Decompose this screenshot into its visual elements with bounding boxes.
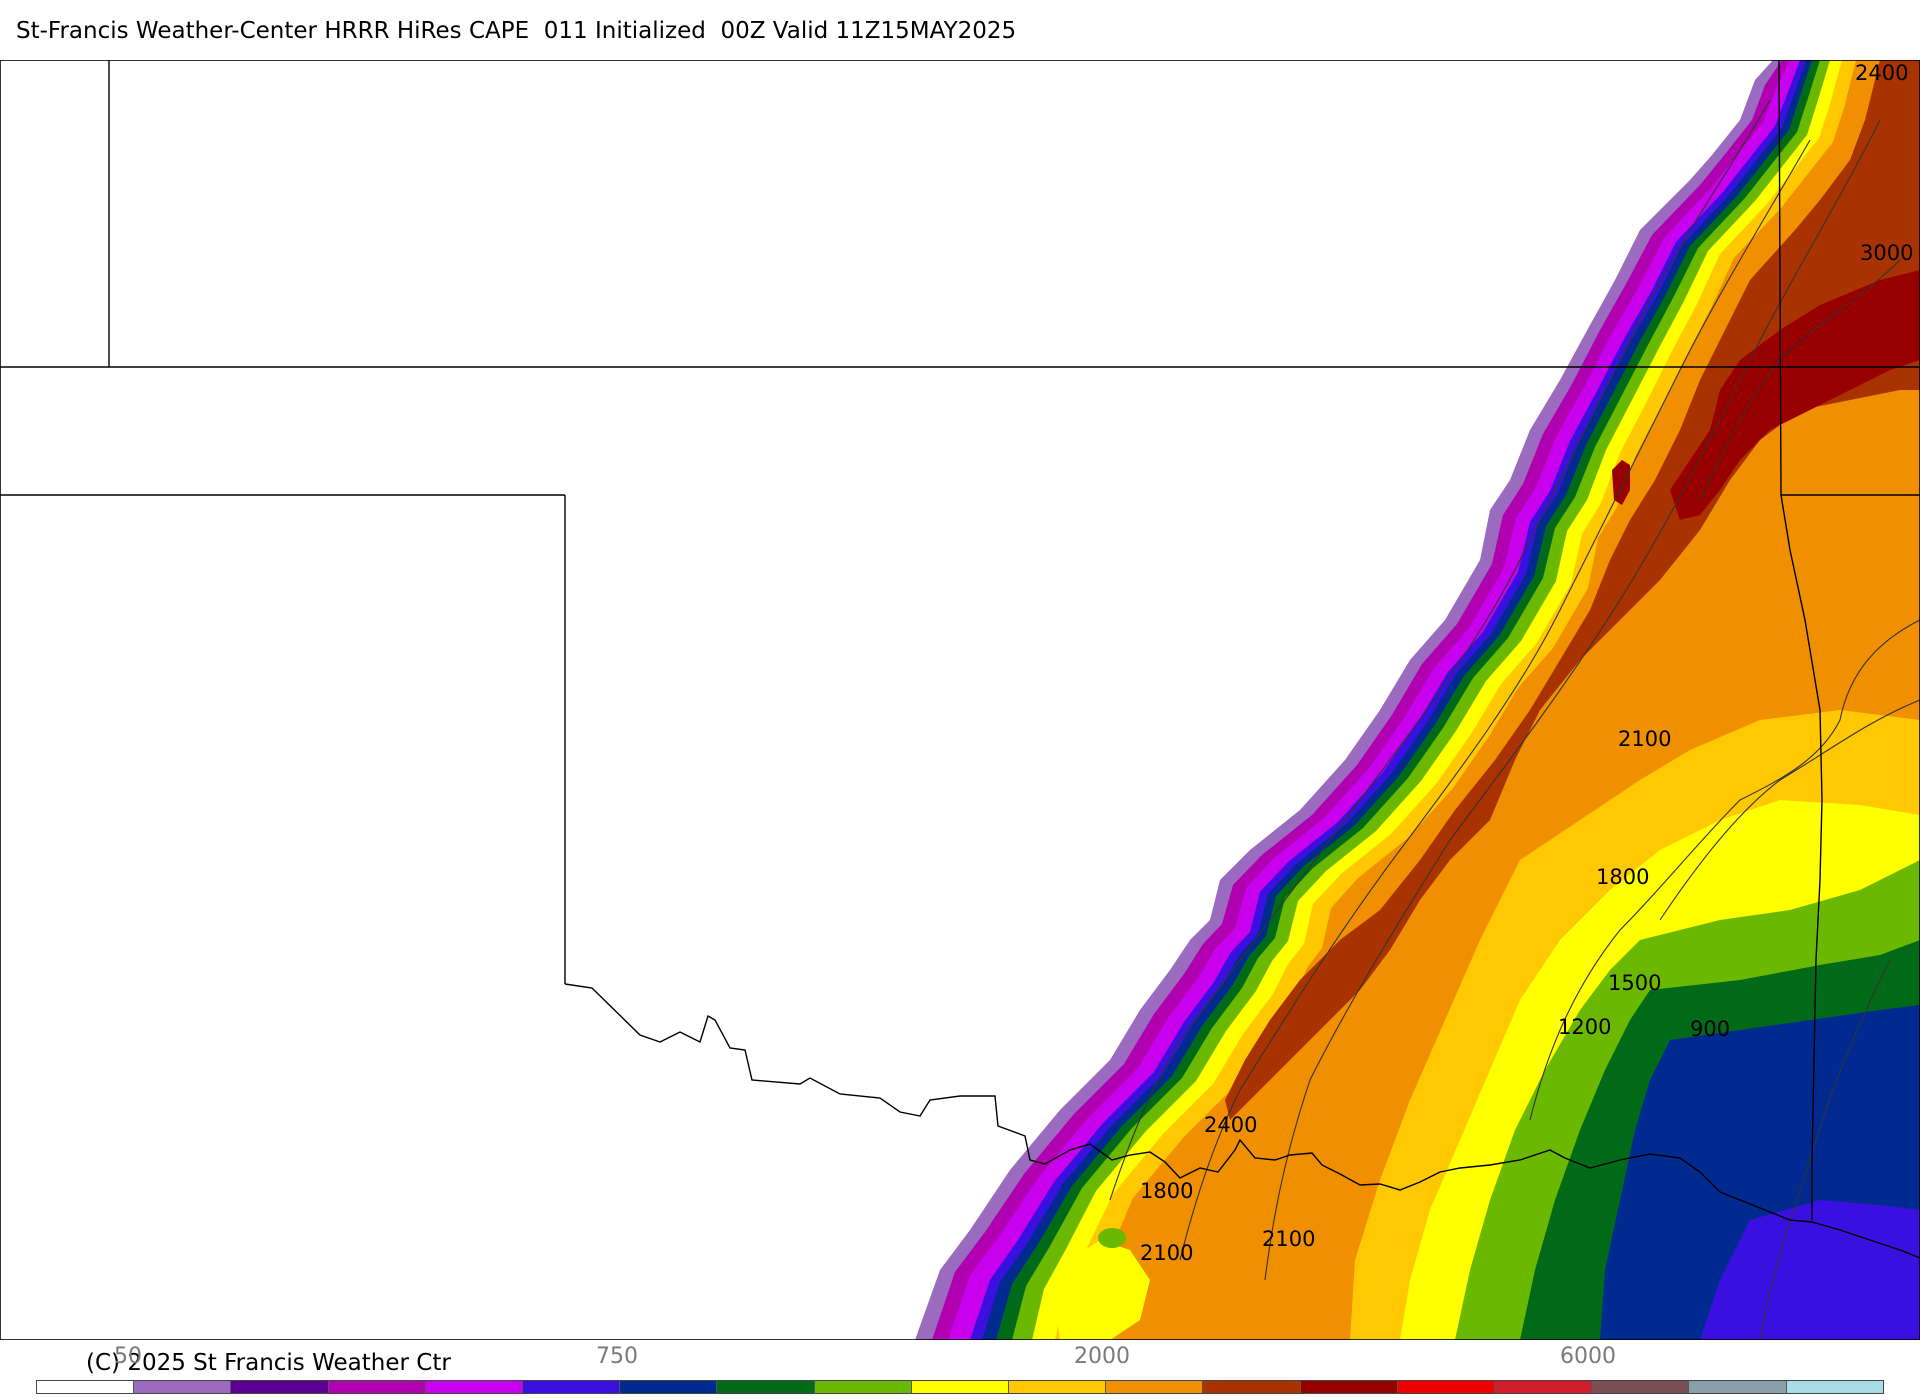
state-borders — [0, 60, 1920, 1340]
contour-label-900: 900 — [1690, 1017, 1730, 1041]
colorbar-swatch — [620, 1381, 718, 1393]
colorbar-swatch — [37, 1381, 135, 1393]
colorbar-swatch — [231, 1381, 329, 1393]
colorbar-tick-50: 50 — [114, 1344, 142, 1369]
colorbar-swatch — [1495, 1381, 1593, 1393]
contour-label-2100-sw: 2100 — [1140, 1241, 1193, 1265]
cape-band-maroon — [1670, 270, 1920, 520]
contour-label-2100-s: 2100 — [1262, 1227, 1315, 1251]
colorbar-swatch — [1203, 1381, 1301, 1393]
colorbar-tick-750: 750 — [596, 1344, 638, 1369]
colorbar-tick-2000: 2000 — [1074, 1344, 1130, 1369]
colorbar-swatch — [717, 1381, 815, 1393]
cape-blob-yellow — [1055, 1240, 1150, 1340]
colorbar-swatch — [1106, 1381, 1204, 1393]
colorbar-swatch — [425, 1381, 524, 1393]
contour-label-1800-e: 1800 — [1596, 865, 1649, 889]
cape-band-blue-se — [1700, 1200, 1920, 1340]
colorbar-swatch — [134, 1381, 232, 1393]
colorbar-swatch — [1786, 1381, 1883, 1393]
contour-lines — [1109, 99, 1920, 1340]
colorbar-swatch — [911, 1381, 1010, 1393]
contour-label-1500: 1500 — [1608, 971, 1661, 995]
colorbar-swatch — [814, 1381, 912, 1393]
colorbar-swatch — [1009, 1381, 1107, 1393]
contour-label-2400-ne: 2400 — [1855, 61, 1908, 85]
colorbar-swatch — [1689, 1381, 1787, 1393]
cape-colorbar — [36, 1380, 1884, 1394]
contour-label-1200: 1200 — [1558, 1015, 1611, 1039]
contour-label-2400-s: 2400 — [1204, 1113, 1257, 1137]
colorbar-swatch — [1592, 1381, 1690, 1393]
colorbar-swatch — [523, 1381, 621, 1393]
map-title: St-Francis Weather-Center HRRR HiRes CAP… — [16, 18, 1017, 44]
contour-label-1800-sw: 1800 — [1140, 1179, 1193, 1203]
colorbar-swatch — [1300, 1381, 1398, 1393]
cape-map: 2400 3000 2100 1800 1500 1200 900 2400 1… — [0, 60, 1920, 1340]
cape-blob-green — [1098, 1228, 1126, 1248]
contour-label-3000: 3000 — [1860, 241, 1913, 265]
cape-band-maroon-small — [1612, 460, 1630, 505]
copyright-text: (C) 2025 St Francis Weather Ctr — [86, 1350, 451, 1376]
contour-label-2100-e: 2100 — [1618, 727, 1671, 751]
colorbar-swatch — [1397, 1381, 1496, 1393]
colorbar-swatch — [328, 1381, 426, 1393]
cape-band-rust — [1225, 60, 1920, 1120]
colorbar-tick-6000: 6000 — [1560, 1344, 1616, 1369]
